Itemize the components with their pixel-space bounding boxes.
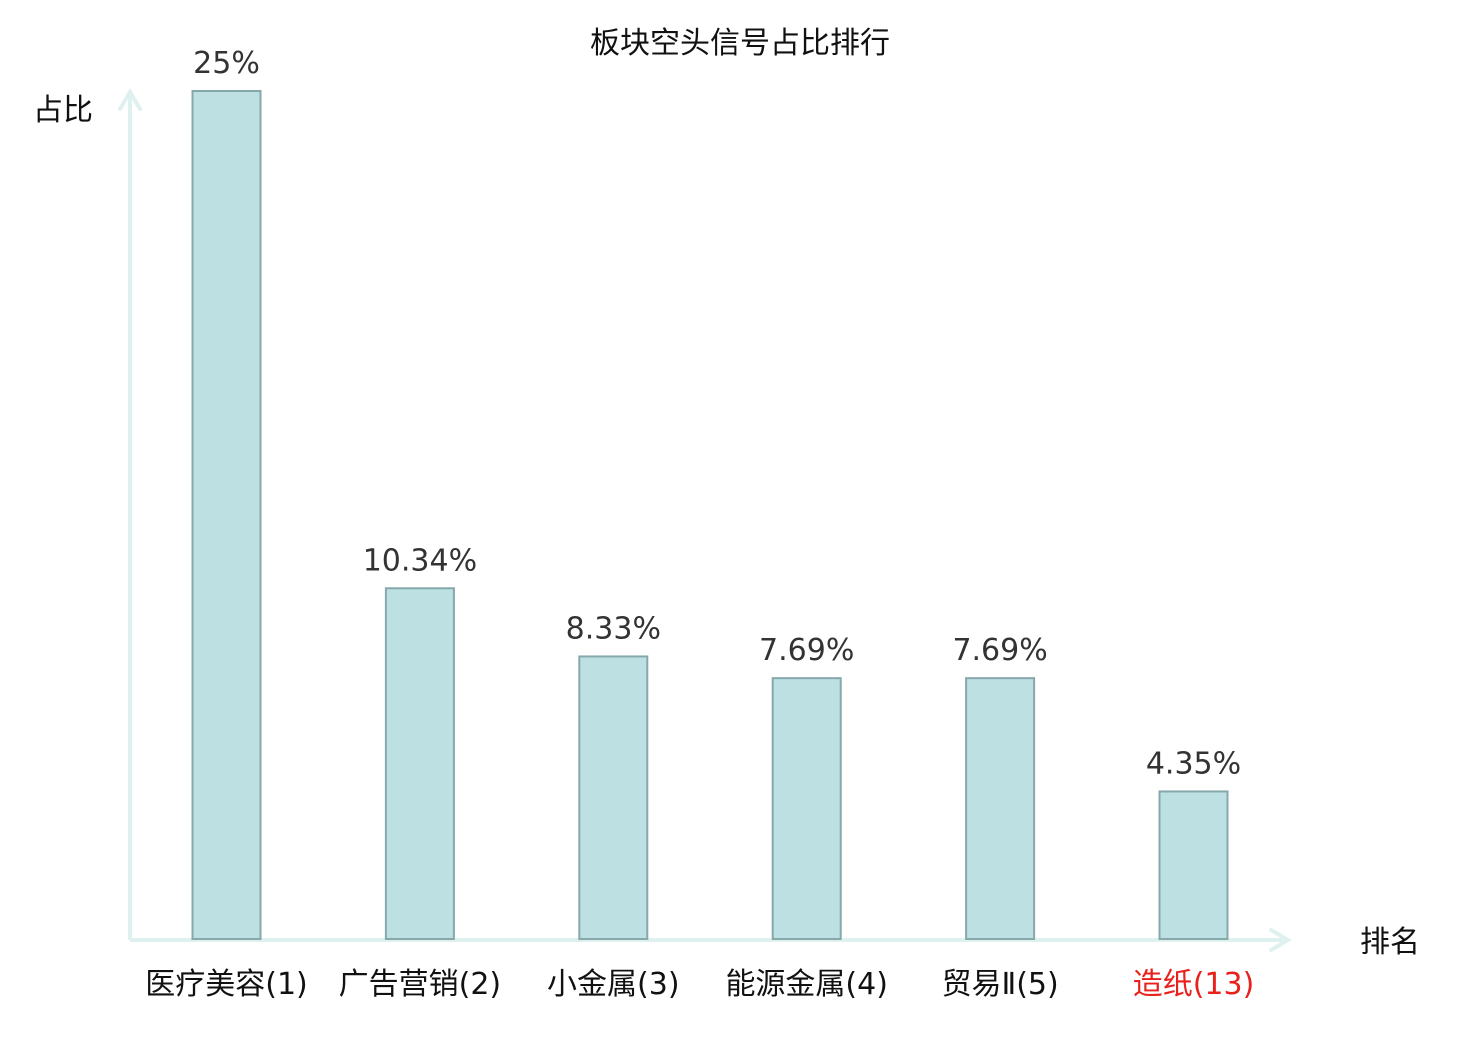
- x-tick-label: 贸易Ⅱ(5): [941, 967, 1058, 1002]
- x-tick-label: 医疗美容(1): [145, 967, 308, 1002]
- category-labels-group: 医疗美容(1) 广告营销(2) 小金属(3) 能源金属(4) 贸易Ⅱ(5) 造纸(13): [145, 967, 1254, 1002]
- bar-value-label: 7.69%: [952, 633, 1047, 668]
- bar: [1158, 790, 1229, 940]
- bar: [578, 655, 649, 940]
- bar: [965, 677, 1036, 940]
- y-axis-arrow: [118, 88, 142, 111]
- bar-value-label: 10.34%: [363, 543, 477, 578]
- bar-value-label: 4.35%: [1146, 746, 1241, 781]
- chart-title: 板块空头信号占比排行: [590, 26, 890, 61]
- y-axis-label: 占比: [33, 93, 93, 128]
- bars-group: [191, 90, 1229, 940]
- x-tick-label: 广告营销(2): [339, 967, 502, 1002]
- value-labels-group: 25% 10.34% 8.33% 7.69% 7.69% 4.35%: [193, 46, 1241, 781]
- x-tick-label: 造纸(13): [1133, 967, 1255, 1002]
- bar-value-label: 7.69%: [759, 633, 854, 668]
- bar: [771, 677, 842, 940]
- x-tick-label: 能源金属(4): [725, 967, 888, 1002]
- bar-value-label: 8.33%: [566, 611, 661, 646]
- x-axis-label: 排名: [1360, 925, 1420, 960]
- x-axis-arrow: [1269, 928, 1292, 952]
- bar-value-label: 25%: [193, 46, 260, 81]
- bar: [191, 90, 262, 940]
- x-axis: [130, 928, 1292, 952]
- bar: [384, 587, 455, 940]
- y-axis: [118, 88, 142, 940]
- x-tick-label: 小金属(3): [547, 967, 680, 1002]
